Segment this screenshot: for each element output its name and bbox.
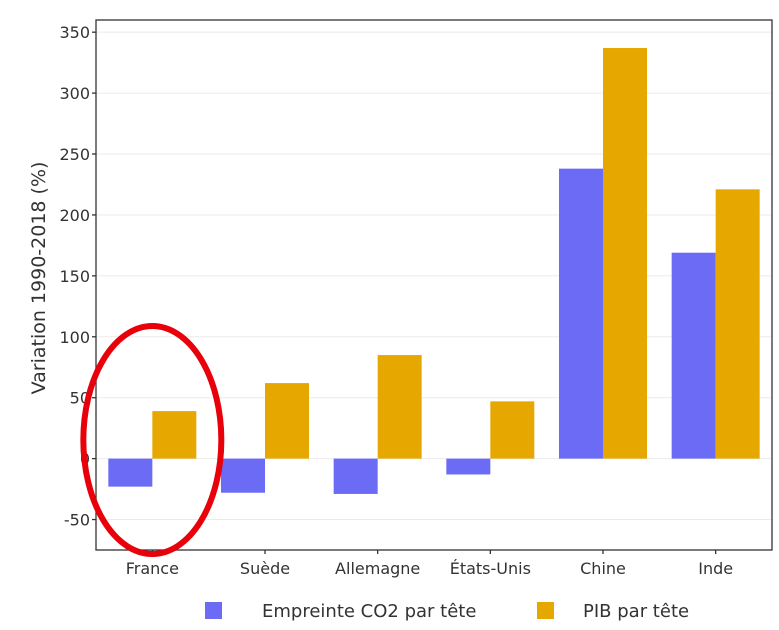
x-category-label: Allemagne bbox=[335, 559, 420, 578]
x-category-label: Suède bbox=[240, 559, 290, 578]
bar-co2-1 bbox=[221, 458, 265, 493]
plot-frame bbox=[95, 19, 773, 551]
y-tick-label: 250 bbox=[59, 145, 90, 164]
legend-swatch bbox=[205, 602, 222, 619]
y-tick-label: 150 bbox=[59, 267, 90, 286]
grid-lines bbox=[96, 31, 772, 521]
bar-co2-2 bbox=[333, 458, 378, 494]
x-category-label: Chine bbox=[580, 559, 626, 578]
y-tick-label: 200 bbox=[59, 206, 90, 225]
annotation bbox=[80, 323, 225, 557]
x-category-label: États-Unis bbox=[450, 559, 531, 578]
bar-pib-2 bbox=[377, 355, 422, 459]
bar-pib-5 bbox=[715, 189, 760, 459]
highlight-ellipse bbox=[80, 323, 225, 557]
bars bbox=[108, 48, 760, 494]
x-category-label: Inde bbox=[698, 559, 733, 578]
x-category-labels: France Suède Allemagne États-Unis Chine Inde bbox=[126, 559, 733, 578]
bar-co2-4 bbox=[559, 168, 603, 459]
axes bbox=[92, 19, 773, 554]
bar-co2-5 bbox=[671, 252, 716, 459]
bar-pib-1 bbox=[265, 383, 309, 459]
y-tick-label: 350 bbox=[59, 23, 90, 42]
legend: Empreinte CO2 par tête PIB par tête bbox=[205, 601, 689, 622]
y-tick-label: -50 bbox=[64, 511, 90, 530]
bar-pib-4 bbox=[603, 48, 647, 459]
y-axis-label: Variation 1990-2018 (%) bbox=[28, 162, 50, 395]
y-tick-label: 300 bbox=[59, 84, 90, 103]
legend-label: Empreinte CO2 par tête bbox=[262, 601, 476, 622]
bar-co2-0 bbox=[108, 458, 153, 487]
bar-pib-0 bbox=[152, 411, 197, 459]
x-category-label: France bbox=[126, 559, 179, 578]
legend-label: PIB par tête bbox=[583, 601, 689, 622]
bar-co2-3 bbox=[446, 458, 491, 475]
bar-pib-3 bbox=[490, 401, 535, 459]
y-tick-label: 100 bbox=[59, 328, 90, 347]
legend-swatch bbox=[537, 602, 554, 619]
